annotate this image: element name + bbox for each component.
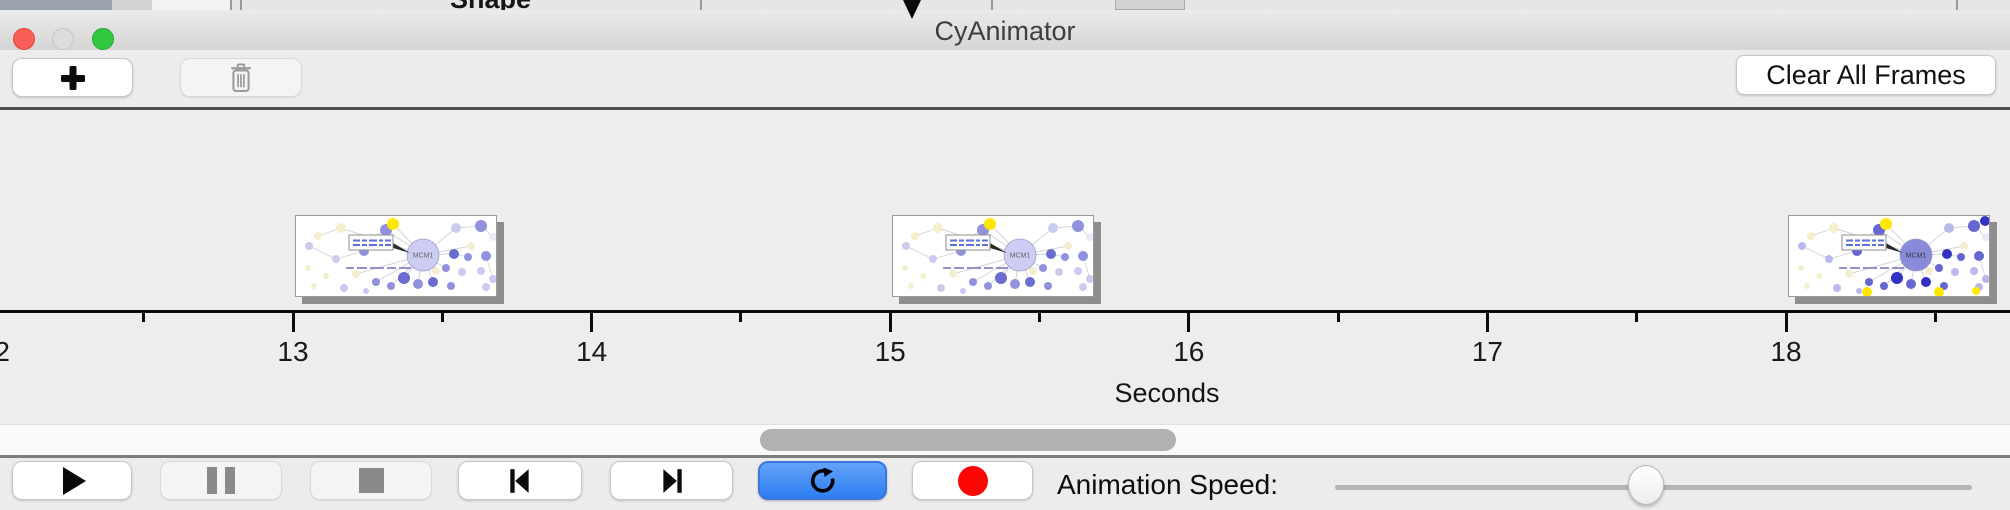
ruler-minor-tick xyxy=(142,310,146,322)
timeline-scrollbar[interactable] xyxy=(0,424,2010,455)
ruler-tick-label: 14 xyxy=(576,336,608,367)
background-window-fragment xyxy=(112,0,152,10)
delete-frame-button[interactable] xyxy=(180,58,302,97)
ruler-major-tick xyxy=(1187,310,1191,332)
ruler-minor-tick xyxy=(1038,310,1041,322)
play-button[interactable] xyxy=(12,461,132,500)
background-window-divider xyxy=(991,0,993,10)
playback-bar: Animation Speed: xyxy=(0,458,2010,510)
skip-to-end-icon xyxy=(662,468,682,493)
timeline-scrollbar-thumb[interactable] xyxy=(760,429,1176,451)
ruler-tick-label: 16 xyxy=(1173,336,1205,367)
background-window-sliver: Shape xyxy=(0,0,2010,10)
window-title: CyAnimator xyxy=(934,16,1076,46)
clear-all-frames-button[interactable]: Clear All Frames xyxy=(1736,55,1996,95)
svg-text:MCM1: MCM1 xyxy=(1010,253,1031,260)
timeline-top-border xyxy=(0,107,2010,110)
ruler-major-tick xyxy=(291,310,295,332)
frame-thumbnail[interactable]: MCM1 xyxy=(892,215,1095,297)
ruler-major-tick xyxy=(888,310,892,332)
ruler-tick-label: 12 xyxy=(0,336,10,367)
timeline-bottom-border xyxy=(0,455,2010,458)
skip-to-start-icon xyxy=(510,468,529,493)
add-frame-button[interactable] xyxy=(12,58,133,97)
frame-thumbnail[interactable]: MCM1 xyxy=(295,215,497,297)
skip-to-start-button[interactable] xyxy=(458,461,582,500)
background-window-label: Shape xyxy=(450,0,531,10)
skip-to-end-button[interactable] xyxy=(610,461,733,500)
timeline-unit-label: Seconds xyxy=(1114,378,1220,408)
pause-button[interactable] xyxy=(160,461,282,500)
title-bar: CyAnimator xyxy=(0,10,2010,51)
play-icon xyxy=(62,466,86,495)
stop-button[interactable] xyxy=(310,461,432,500)
loop-button[interactable] xyxy=(758,461,887,500)
background-window-divider xyxy=(700,0,702,10)
minimize-window-button[interactable] xyxy=(52,28,74,50)
ruler-minor-tick xyxy=(1933,310,1937,322)
ruler-major-tick xyxy=(590,310,594,332)
loop-icon xyxy=(810,467,834,493)
background-window-fragment xyxy=(152,0,230,10)
ruler-minor-tick xyxy=(440,310,444,322)
ruler-minor-tick xyxy=(739,310,743,322)
record-button[interactable] xyxy=(912,461,1033,500)
mouse-cursor xyxy=(903,0,921,19)
ruler-minor-tick xyxy=(1336,310,1340,322)
ruler-tick-label: 18 xyxy=(1770,336,1802,367)
background-window-divider xyxy=(1956,0,1958,10)
record-icon xyxy=(957,465,988,496)
plus-icon xyxy=(60,65,85,90)
timeline-canvas[interactable]: 12 13 14 15 16 17 18 MCM1 MCM1 MCM1 Seconds xyxy=(0,110,2010,424)
background-window-divider xyxy=(240,0,242,10)
ruler-tick-label: 17 xyxy=(1471,336,1503,367)
pause-icon xyxy=(207,467,235,494)
ruler-major-tick xyxy=(1485,310,1489,332)
stop-icon xyxy=(358,468,384,493)
zoom-window-button[interactable] xyxy=(92,28,114,50)
ruler-tick-label: 13 xyxy=(277,336,309,367)
clear-all-frames-label: Clear All Frames xyxy=(1766,59,1966,90)
frame-thumbnail[interactable]: MCM1 xyxy=(1788,215,1990,297)
ruler-tick-label: 15 xyxy=(874,336,906,367)
background-window-fragment xyxy=(0,0,112,10)
ruler-minor-tick xyxy=(1635,310,1639,322)
trash-icon xyxy=(231,62,251,92)
ruler-major-tick xyxy=(1784,310,1788,332)
background-window-divider xyxy=(230,0,232,10)
background-window-scrollbar xyxy=(1115,0,1185,10)
svg-text:MCM1: MCM1 xyxy=(413,253,434,260)
animation-speed-label: Animation Speed: xyxy=(1057,469,1279,500)
animation-speed-slider-thumb[interactable] xyxy=(1628,465,1664,505)
frame-toolbar: Clear All Frames xyxy=(0,50,2010,107)
svg-text:MCM1: MCM1 xyxy=(1906,253,1927,260)
timeline-axis xyxy=(0,310,2010,313)
close-window-button[interactable] xyxy=(13,28,35,50)
